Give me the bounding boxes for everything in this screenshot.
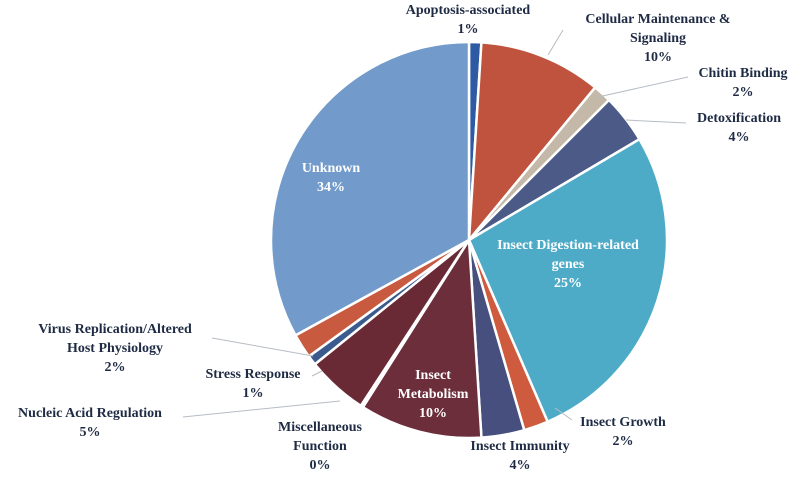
slice-label-insect-metabolism: Insect xyxy=(415,368,451,383)
slice-label-stress-response: Stress Response xyxy=(205,367,300,382)
leader-line-chitin-binding xyxy=(597,76,689,98)
pie-slice-cellular-maintenance-signaling xyxy=(467,41,597,242)
slice-pct-apoptosis-associated: 1% xyxy=(458,22,479,37)
slice-label-insect-growth: Insect Growth xyxy=(580,415,666,430)
slice-label2-insect-metabolism: Metabolism xyxy=(398,387,469,402)
slice-label-miscellaneous-function: Miscellaneous xyxy=(278,420,363,435)
slice-label-virus-replication-host-physiology: Virus Replication/Altered xyxy=(38,322,192,337)
slice-pct-detoxification: 4% xyxy=(729,130,750,145)
pie-slice-insect-digestion-related-genes xyxy=(467,137,669,423)
slice-label2-cellular-maintenance-signaling: Signaling xyxy=(630,31,686,46)
slice-pct-insect-immunity: 4% xyxy=(510,458,531,473)
slice-label2-virus-replication-host-physiology: Host Physiology xyxy=(67,341,163,356)
leader-line-nucleic-acid-regulation xyxy=(182,400,341,418)
slice-pct-cellular-maintenance-signaling: 10% xyxy=(644,50,672,65)
leader-line-virus-replication-host-physiology xyxy=(211,337,314,357)
slice-pct-miscellaneous-function: 0% xyxy=(310,458,331,473)
pie-slice-insect-metabolism xyxy=(361,238,483,440)
slice-label-insect-immunity: Insect Immunity xyxy=(470,439,569,454)
slice-pct-insect-growth: 2% xyxy=(613,434,634,449)
pie-slice-unknown xyxy=(269,40,471,337)
slice-pct-stress-response: 1% xyxy=(243,386,264,401)
slice-label-cellular-maintenance-signaling: Cellular Maintenance & xyxy=(585,12,730,27)
slice-pct-unknown: 34% xyxy=(317,180,345,195)
slice-label2-insect-digestion-related-genes: genes xyxy=(552,257,585,272)
leader-line-detoxification xyxy=(625,119,687,124)
pie-slices xyxy=(269,40,669,440)
slice-label2-miscellaneous-function: Function xyxy=(293,439,347,454)
slice-label-nucleic-acid-regulation: Nucleic Acid Regulation xyxy=(18,406,162,421)
leader-line-stress-response xyxy=(311,370,323,377)
leader-line-cellular-maintenance-signaling xyxy=(547,29,564,56)
slice-pct-chitin-binding: 2% xyxy=(733,85,754,100)
slice-label-insect-digestion-related-genes: Insect Digestion-related xyxy=(497,238,639,253)
slice-pct-insect-digestion-related-genes: 25% xyxy=(554,276,582,291)
slice-labels: Apoptosis-associated 1% Cellular Maintenan… xyxy=(18,3,788,473)
leader-lines xyxy=(182,29,689,421)
slice-label-apoptosis-associated: Apoptosis-associated xyxy=(406,3,531,18)
slice-pct-nucleic-acid-regulation: 5% xyxy=(80,425,101,440)
slice-label-chitin-binding: Chitin Binding xyxy=(698,66,787,81)
leader-line-insect-growth xyxy=(554,407,573,421)
slice-pct-insect-metabolism: 10% xyxy=(419,406,447,421)
slice-label-detoxification: Detoxification xyxy=(697,111,781,126)
slice-pct-virus-replication-host-physiology: 2% xyxy=(105,360,126,375)
slice-label-unknown: Unknown xyxy=(302,161,361,176)
